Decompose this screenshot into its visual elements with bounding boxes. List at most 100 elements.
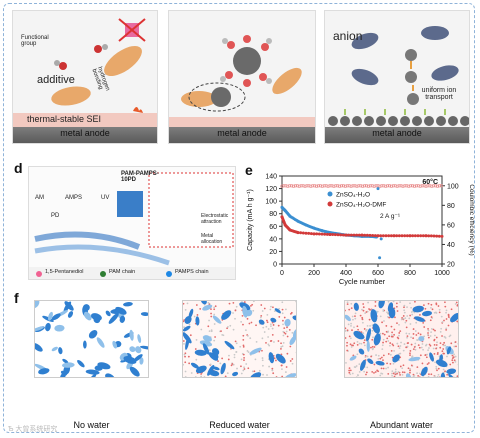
water-molecule [424,307,427,310]
water-molecule [283,316,286,319]
water-molecule [453,376,455,377]
water-molecule [252,301,255,303]
series-point [381,234,385,238]
water-molecule [409,354,411,357]
series-point [395,234,399,238]
series-point [437,234,441,238]
water-molecule [421,362,424,365]
panel-a: Functional group hydrogen bonding additi… [12,10,158,144]
water-molecule [357,328,360,331]
water-molecule [234,317,236,320]
polymer-chain-segment [274,308,281,314]
water-molecule [452,361,454,364]
polymer-chain-segment [284,318,291,327]
water-molecule [364,356,367,358]
ce-point [362,184,367,188]
water-molecule [348,308,351,311]
water-molecule [409,369,411,372]
water-molecule [261,349,263,352]
water-molecule [437,373,440,376]
polymer-chain-segment [67,311,74,318]
polymer-chain-segment [184,315,192,324]
water-molecule [413,346,416,348]
water-molecule [409,302,411,305]
water-molecule [393,375,396,377]
water-molecule [403,309,406,312]
water-molecule [411,313,414,316]
water-molecule [447,324,450,327]
water-molecule [281,308,284,311]
ce-point [420,184,424,188]
water-molecule [184,376,187,377]
water-molecule [290,311,293,314]
water-molecule [285,366,288,368]
water-molecule [419,354,422,357]
water-molecule [430,316,433,318]
water-molecule [381,344,384,347]
panel-c-drawing [328,26,469,126]
ce-point [282,184,286,188]
series-point [323,232,327,236]
water-molecule [454,303,457,305]
water-molecule [207,301,210,304]
polymer-chain-segment [450,312,458,323]
water-molecule [432,328,435,331]
water-molecule [392,362,395,365]
polymer-chain-segment [129,346,136,353]
water-molecule [410,343,413,346]
polymer-chain-segment [275,353,286,364]
water-molecule [443,352,445,355]
water-molecule [273,310,276,313]
water-molecule [458,337,459,339]
water-molecule [272,324,275,326]
polymer-chain-segment [353,302,359,311]
water-molecule [228,302,231,305]
water-molecule [387,366,389,369]
series-point [320,232,324,236]
polymer-chain-segment [87,373,97,377]
polymer-chain-segment [77,359,85,368]
water-molecule [349,343,352,346]
water-molecule [366,324,369,327]
water-molecule [373,371,375,374]
water-molecule [406,335,409,338]
series-point [379,237,383,241]
water-molecule [444,301,446,304]
water-molecule [427,302,430,305]
water-molecule [346,344,348,347]
water-molecule [272,372,275,375]
ce-point [359,184,363,188]
water-molecule [442,344,445,347]
water-molecule [282,341,285,344]
water-molecule [383,320,385,322]
polymer-chain-segment [258,319,265,325]
water-molecule [380,367,383,370]
ce-point [303,184,307,188]
water-molecule [356,341,359,343]
polymer-chain-segment [195,316,200,326]
water-molecule [416,339,419,342]
polymer-chain-segment [249,347,262,355]
water-molecule [362,309,365,312]
water-molecule [409,371,411,374]
ce-point [341,184,346,188]
water-molecule [282,334,285,337]
water-molecule [242,334,245,337]
water-molecule [242,345,245,348]
water-molecule [416,372,418,375]
water-molecule [187,355,190,358]
water-molecule [345,330,347,332]
y2-tick-label: 100 [447,183,459,190]
series-point [360,233,364,237]
water-molecule [428,343,431,346]
water-molecule [440,327,443,330]
water-molecule [346,341,349,344]
y-tick-label: 140 [265,174,277,181]
water-molecule [393,349,395,352]
water-molecule [190,372,193,374]
metal-anode-a: metal anode [13,127,157,143]
panel-d-drawing [29,172,235,279]
water-molecule [410,364,413,367]
ce-point [386,184,390,188]
water-molecule [439,346,442,349]
